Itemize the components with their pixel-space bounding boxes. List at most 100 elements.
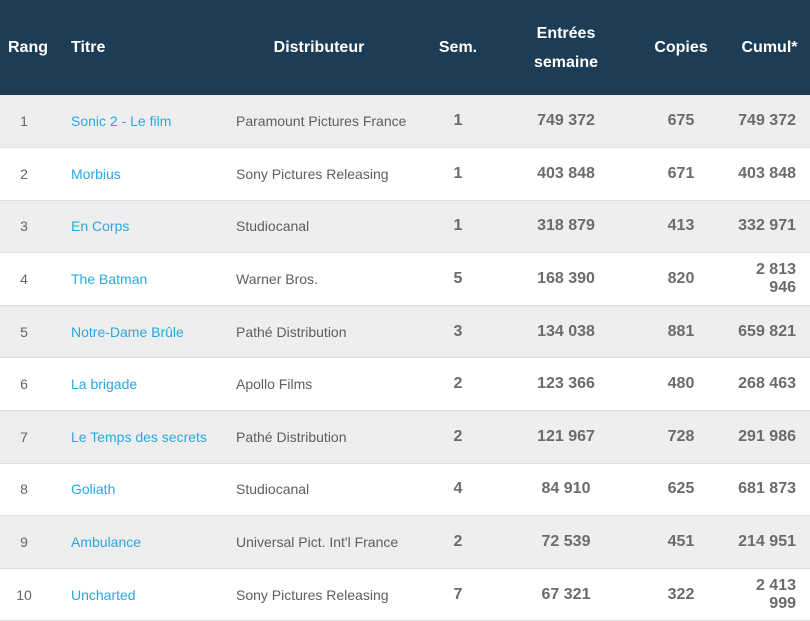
copies-cell: 820: [667, 270, 695, 288]
weeks-cell: 1: [453, 112, 463, 130]
copies-cell: 451: [667, 533, 695, 551]
title-cell: Ambulance: [58, 516, 221, 569]
admissions-cell: 67 321: [541, 585, 591, 603]
header-weekly-admissions-line1: Entrées: [536, 24, 596, 42]
distributor-cell: Sony Pictures Releasing: [236, 165, 389, 182]
rank-cell: 9: [20, 534, 28, 551]
movie-title-link[interactable]: Morbius: [71, 165, 121, 182]
header-distributor[interactable]: Distributeur: [273, 39, 365, 56]
weeks-cell: 7: [453, 585, 463, 603]
admissions-cell: 749 372: [537, 112, 595, 130]
weeks-cell: 1: [453, 164, 463, 182]
distributor-cell: Apollo Films: [236, 376, 313, 393]
rank-cell: 5: [20, 323, 28, 340]
movie-title-link[interactable]: The Batman: [71, 271, 148, 288]
weeks-cell: 4: [453, 480, 463, 498]
copies-cell: 480: [667, 375, 695, 393]
table-row: 2 Morbius Sony Pictures Releasing 1 403 …: [0, 147, 810, 201]
table-row: 3 En Corps Studiocanal 1 318 879 413 332…: [0, 200, 810, 253]
header-weekly-admissions[interactable]: Entrées semaine: [499, 0, 633, 95]
cumulative-cell: 268 463: [738, 375, 796, 393]
title-cell: Notre-Dame Brûle: [58, 305, 221, 358]
header-weekly-admissions-line2: semaine: [533, 53, 599, 71]
admissions-cell: 318 879: [537, 217, 595, 235]
movie-title-link[interactable]: Goliath: [71, 481, 116, 498]
copies-cell: 728: [667, 427, 695, 445]
title-cell: En Corps: [58, 200, 221, 253]
distributor-cell: Pathé Distribution: [236, 428, 347, 445]
admissions-cell: 403 848: [537, 164, 595, 182]
header-cumulative[interactable]: Cumul*: [741, 39, 798, 56]
cumulative-cell: 214 951: [738, 533, 796, 551]
weeks-cell: 2: [453, 375, 463, 393]
header-weeks[interactable]: Sem.: [438, 39, 478, 56]
table-row: 8 Goliath Studiocanal 4 84 910 625 681 8…: [0, 463, 810, 516]
table-row: 5 Notre-Dame Brûle Pathé Distribution 3 …: [0, 305, 810, 358]
movie-title-link[interactable]: Ambulance: [71, 534, 142, 551]
cumulative-cell: 681 873: [738, 480, 796, 498]
admissions-cell: 84 910: [541, 480, 591, 498]
cumulative-cell: 291 986: [738, 427, 796, 445]
weeks-cell: 1: [453, 217, 463, 235]
weeks-cell: 2: [453, 427, 463, 445]
admissions-cell: 123 366: [537, 375, 595, 393]
title-cell: The Batman: [58, 253, 221, 306]
rank-cell: 8: [20, 481, 28, 498]
distributor-cell: Warner Bros.: [236, 271, 318, 288]
cumulative-cell: 659 821: [738, 322, 796, 340]
table-header: Rang Titre Distributeur Sem. Entrées sema…: [0, 0, 810, 95]
movie-title-link[interactable]: La brigade: [71, 376, 138, 393]
table-row: 4 The Batman Warner Bros. 5 168 390 820 …: [0, 252, 810, 306]
copies-cell: 671: [667, 164, 695, 182]
header-row: Rang Titre Distributeur Sem. Entrées sema…: [0, 0, 810, 95]
movie-title-link[interactable]: Uncharted: [71, 586, 136, 603]
weeks-cell: 5: [453, 270, 463, 288]
table-row: 10 Uncharted Sony Pictures Releasing 7 6…: [0, 568, 810, 621]
copies-cell: 322: [667, 585, 695, 603]
distributor-cell: Universal Pict. Int'l France: [236, 534, 399, 551]
cumulative-cell: 2 413 999: [755, 576, 796, 612]
title-cell: La brigade: [58, 358, 221, 411]
weeks-cell: 2: [453, 533, 463, 551]
title-cell: Le Temps des secrets: [58, 411, 221, 464]
rank-cell: 6: [20, 376, 28, 393]
admissions-cell: 168 390: [537, 270, 595, 288]
distributor-cell: Studiocanal: [236, 481, 310, 498]
table-row: 7 Le Temps des secrets Pathé Distributio…: [0, 410, 810, 464]
admissions-cell: 134 038: [537, 322, 595, 340]
title-cell: Goliath: [58, 463, 221, 516]
header-title[interactable]: Titre: [71, 39, 106, 56]
distributor-cell: Sony Pictures Releasing: [236, 586, 389, 603]
cumulative-cell: 403 848: [738, 164, 796, 182]
rank-cell: 7: [20, 428, 28, 445]
rank-cell: 3: [20, 218, 28, 235]
copies-cell: 625: [667, 480, 695, 498]
movie-title-link[interactable]: Sonic 2 - Le film: [71, 113, 172, 130]
header-rank[interactable]: Rang: [8, 39, 48, 56]
distributor-cell: Pathé Distribution: [236, 323, 347, 340]
admissions-cell: 72 539: [541, 533, 591, 551]
movie-title-link[interactable]: Le Temps des secrets: [71, 428, 207, 445]
copies-cell: 881: [667, 322, 695, 340]
title-cell: Sonic 2 - Le film: [58, 95, 221, 148]
table-row: 1 Sonic 2 - Le film Paramount Pictures F…: [0, 95, 810, 148]
table-body: 1 Sonic 2 - Le film Paramount Pictures F…: [0, 95, 810, 621]
rank-cell: 10: [16, 586, 32, 603]
title-cell: Uncharted: [58, 568, 221, 621]
movie-title-link[interactable]: En Corps: [71, 218, 130, 235]
table-row: 6 La brigade Apollo Films 2 123 366 480 …: [0, 357, 810, 411]
header-copies[interactable]: Copies: [654, 39, 708, 56]
distributor-cell: Studiocanal: [236, 218, 310, 235]
weeks-cell: 3: [453, 322, 463, 340]
copies-cell: 413: [667, 217, 695, 235]
rank-cell: 4: [20, 271, 28, 288]
cumulative-cell: 332 971: [738, 217, 796, 235]
movie-title-link[interactable]: Notre-Dame Brûle: [71, 323, 184, 340]
cumulative-cell: 749 372: [738, 112, 796, 130]
table-row: 9 Ambulance Universal Pict. Int'l France…: [0, 515, 810, 569]
distributor-cell: Paramount Pictures France: [236, 113, 407, 130]
copies-cell: 675: [667, 112, 695, 130]
admissions-cell: 121 967: [537, 427, 595, 445]
rank-cell: 1: [20, 113, 28, 130]
